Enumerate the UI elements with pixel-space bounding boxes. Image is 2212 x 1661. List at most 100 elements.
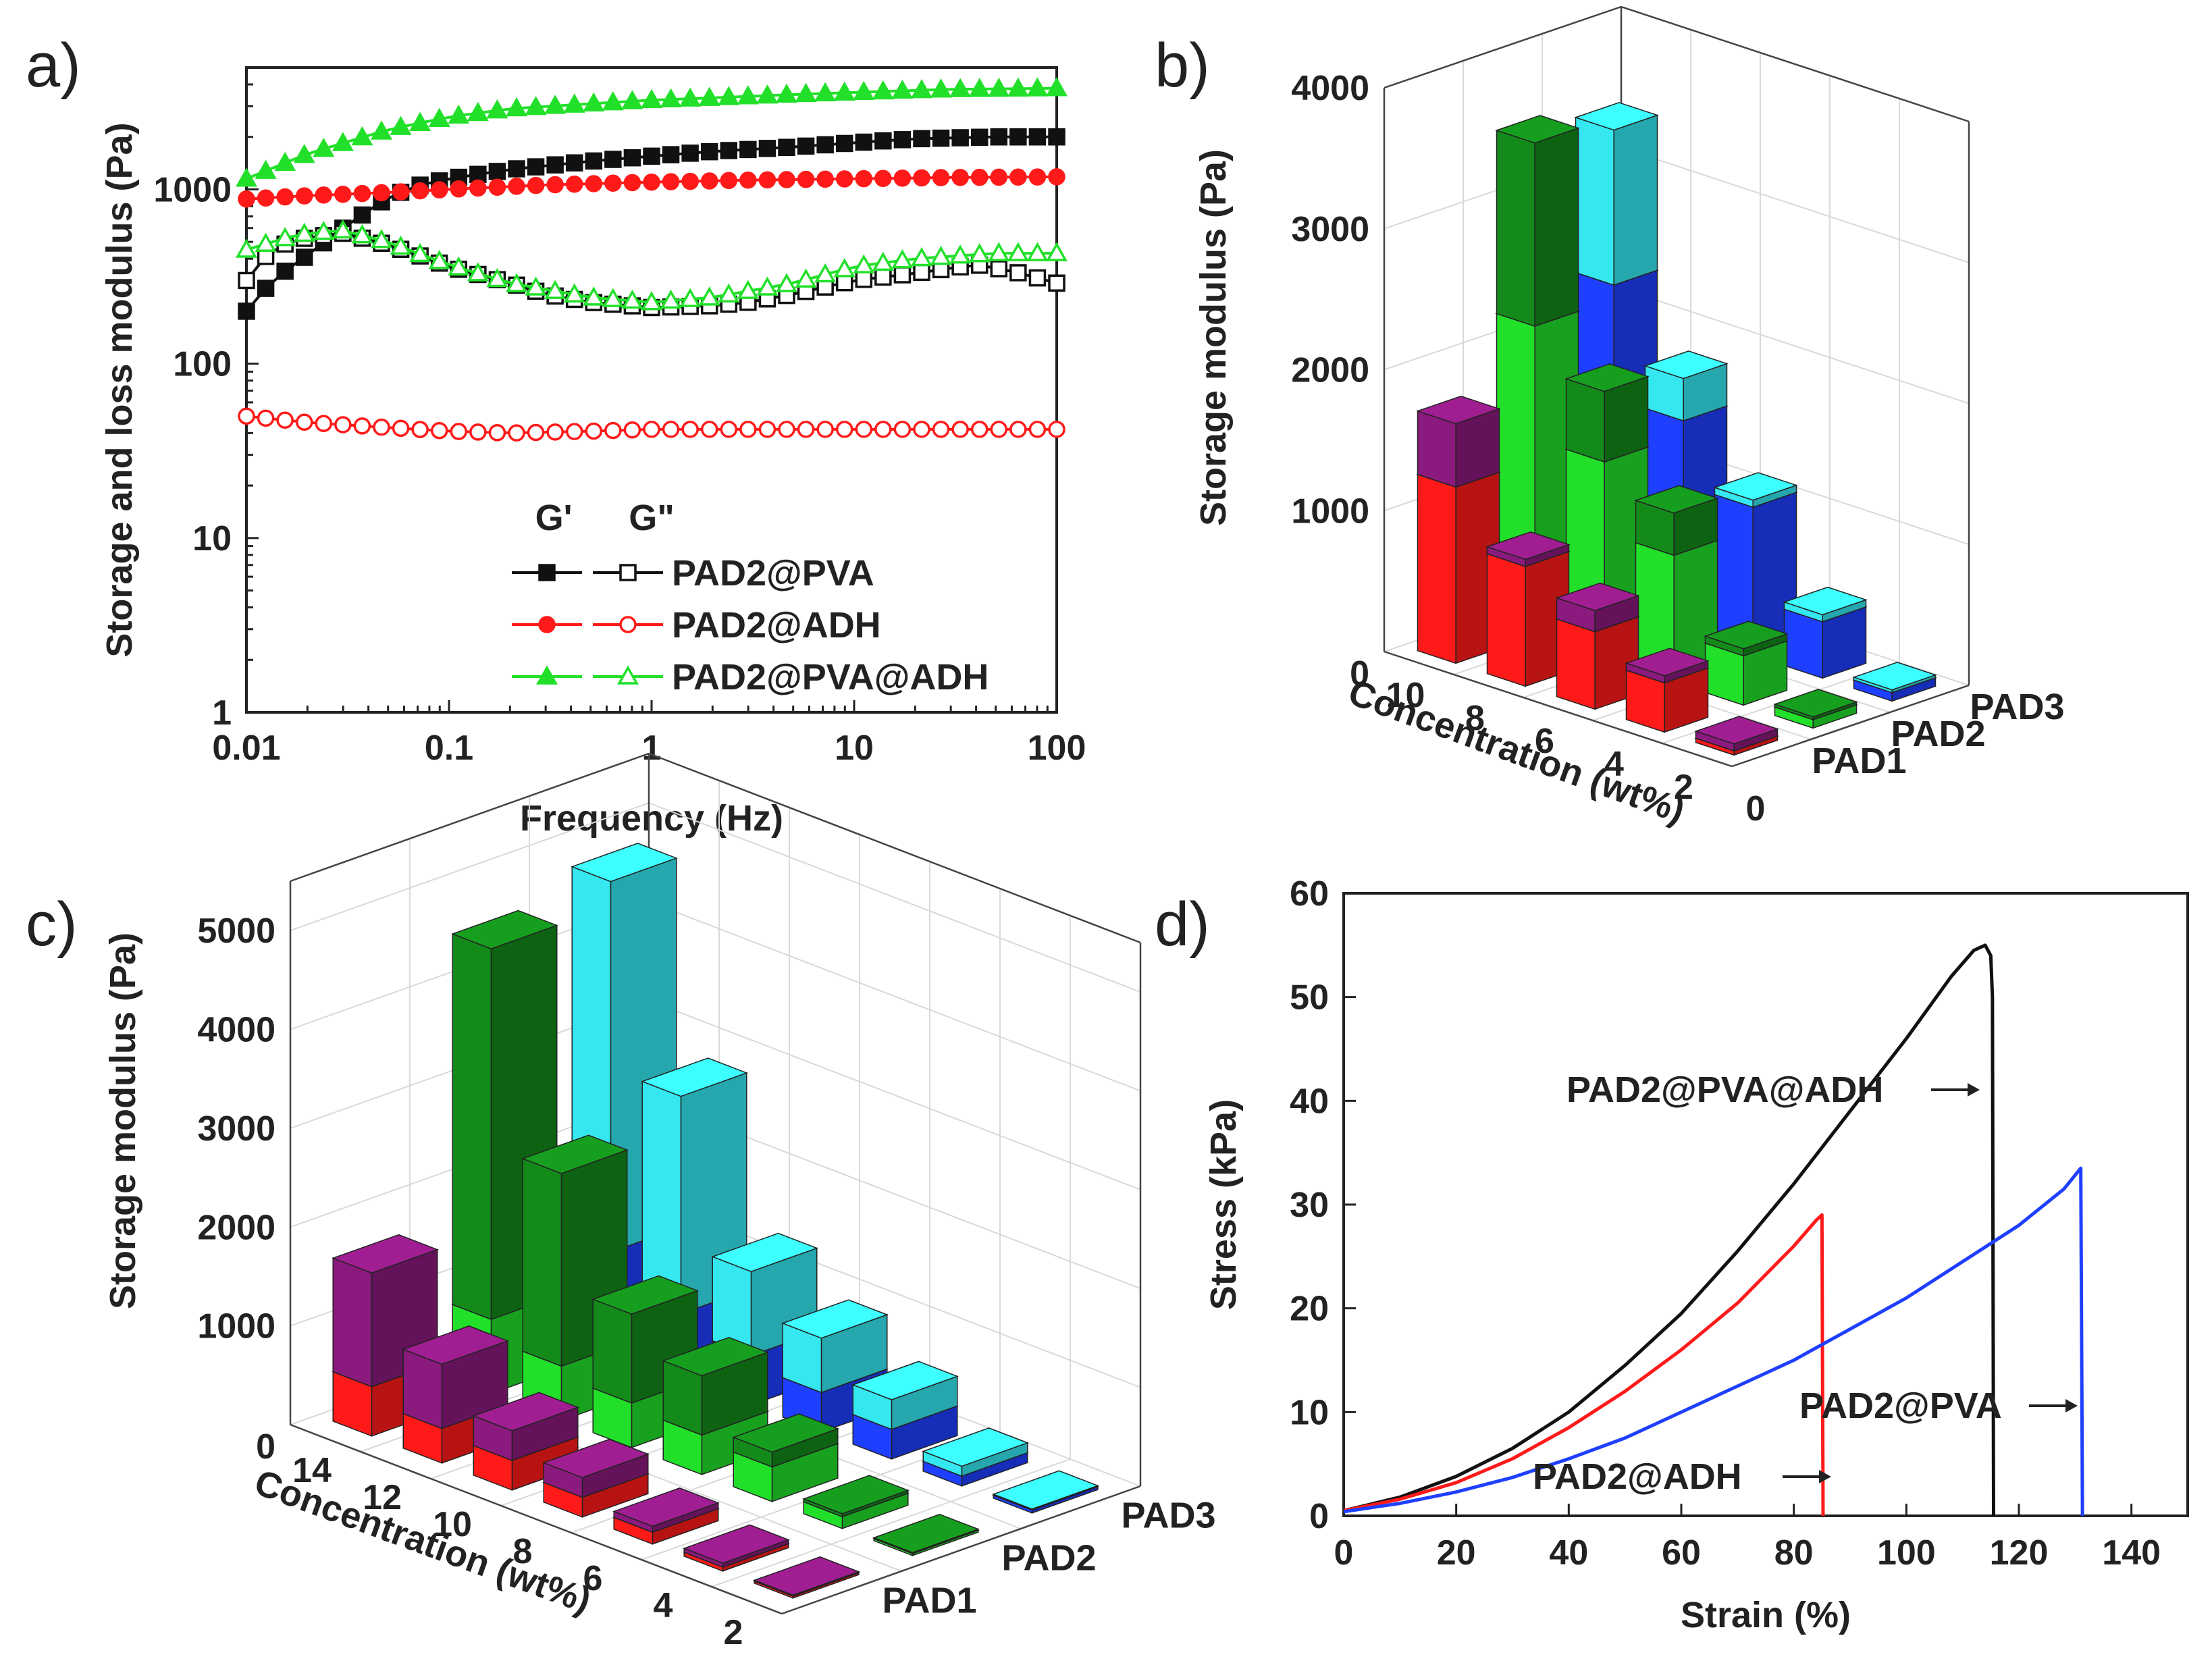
a-series-pad2-adh-gprime [238, 168, 1065, 208]
a-series-pad2-pva-adh-gprime-marker [621, 90, 643, 109]
a-series-pad2-adh-gdoubleprime-marker [546, 423, 564, 441]
d-x-tick-label: 100 [1877, 1533, 1936, 1573]
a-series-pad2-pva-gdoubleprime-marker [1028, 269, 1047, 287]
a-series-pad2-pva-adh-gprime-marker [1007, 77, 1029, 97]
a-series-pad2-pva-gprime-marker [835, 134, 853, 153]
a-series-pad2-adh-gprime-marker [411, 182, 429, 200]
c-bar-segment-high-front [592, 1298, 633, 1404]
a-series-pad2-adh-gdoubleprime-marker [488, 424, 506, 442]
a-series-pad2-adh-gprime-marker [855, 169, 873, 188]
b-bar-segment-high-top [1634, 485, 1719, 514]
b-bar-segment-high-top [1643, 350, 1729, 379]
b-bar-segment-high-top [1783, 586, 1868, 616]
a-series-pad2-pva-adh-gdoubleprime-marker [949, 244, 972, 264]
b-bar-pad2-2 [1773, 689, 1858, 729]
c-bar-segment-high-top [542, 1438, 650, 1479]
d-curve-pad2-pva-adh [1343, 943, 1995, 1517]
a-x-tick-label: 10 [835, 729, 874, 768]
a-series-pad2-pva-adh-gprime-marker [679, 87, 702, 107]
a-series-pad2-adh-gdoubleprime-marker [238, 407, 255, 425]
a-y-tick-label: 10 [192, 519, 232, 558]
a-series-pad2-pva-gprime-marker [353, 206, 371, 224]
a-x-axis-title: Frequency (Hz) [520, 798, 783, 839]
a-series-pad2-adh-gprime-marker [392, 183, 410, 201]
a-series-pad2-adh-gdoubleprime-marker [1009, 421, 1027, 438]
a-series-pad2-adh-gdoubleprime-marker [797, 421, 815, 438]
a-series-pad2-pva-adh-gprime-marker [718, 86, 740, 105]
a-series-pad2-pva-adh-gdoubleprime-marker [891, 249, 914, 269]
a-series-pad2-adh-gdoubleprime-marker [874, 421, 892, 438]
a-series-pad2-pva-gdoubleprime-marker [1048, 274, 1065, 292]
a-series-pad2-pva-gprime-marker [527, 158, 545, 176]
c-bar-segment-high-top [472, 1392, 579, 1431]
a-series-pad2-pva-adh-gdoubleprime-marker [525, 276, 547, 296]
b-row-label: PAD2 [1891, 714, 1986, 754]
a-series-pad2-pva-adh-gdoubleprime-marker [313, 221, 335, 240]
a-series-pad2-pva-gprime-marker [488, 163, 506, 180]
a-series-pad2-adh-gprime-marker [334, 185, 352, 203]
a-series-pad2-pva-adh-gprime-marker [371, 120, 392, 140]
a-series-pad2-pva-adh-gdoubleprime-marker [544, 280, 567, 299]
c-bar-pad1-10 [472, 1392, 579, 1491]
a-series-pad2-pva-adh-gdoubleprime-marker [988, 242, 1010, 261]
a-series-pad2-adh-gdoubleprime-marker [469, 423, 487, 441]
d-label-arrowhead [1819, 1470, 1831, 1483]
a-series-pad2-pva-adh-gdoubleprime-marker [1007, 242, 1029, 261]
c-bar-pad1-8 [542, 1438, 650, 1518]
a-series-pad2-pva-adh-gprime-marker [641, 88, 662, 109]
c-z-tick-label: 3000 [197, 1109, 275, 1149]
d-curve-label: PAD2@ADH [1533, 1456, 1742, 1497]
a-x-tick-label: 0.01 [212, 729, 280, 768]
a-series-pad2-pva-gprime-marker [681, 144, 699, 162]
b-box-frame [1621, 5, 1970, 123]
a-series-pad2-adh-gdoubleprime-marker [353, 417, 371, 435]
a-series-pad2-adh-gprime-marker [778, 171, 795, 188]
a-series-pad2-adh-gdoubleprime-marker [913, 421, 930, 438]
a-series-pad2-adh-gdoubleprime-marker [430, 422, 448, 440]
a-series-pad2-adh-gdoubleprime-marker [276, 411, 294, 429]
a-y-tick-label: 1000 [153, 170, 232, 209]
a-series-pad2-pva-adh-gprime-marker [853, 80, 875, 101]
a-series-pad2-pva-gprime-marker [951, 129, 969, 147]
a-series-pad2-adh-gprime-marker [488, 178, 506, 196]
a-series-pad2-pva-gprime-marker [276, 262, 294, 280]
a-series-pad2-adh-gdoubleprime-marker [990, 421, 1008, 438]
b-z-tick-label: 4000 [1291, 69, 1369, 108]
a-series-pad2-adh-gdoubleprime-marker [1028, 421, 1047, 438]
a-series-pad2-pva-adh-gdoubleprime-marker [814, 263, 837, 283]
panel-d-chart: 0 20 40 60 80 100 120 140 0 10 20 30 40 50 60 Strain (%… [1203, 874, 2189, 1635]
c-bar-pad3-6 [851, 1361, 959, 1460]
panel-label-c: c) [26, 890, 78, 959]
c-box-frame [290, 752, 650, 882]
a-series-pad2-pva-adh-gdoubleprime-marker [390, 235, 412, 255]
a-series-pad2-pva-adh-gprime-marker [1046, 77, 1068, 97]
d-curve-label: PAD2@PVA@ADH [1566, 1070, 1883, 1110]
b-row-label: PAD1 [1812, 741, 1907, 781]
a-series-pad2-adh-gprime-marker [315, 186, 333, 204]
a-series-pad2-pva-adh-gdoubleprime-marker [872, 251, 894, 271]
b-bar-segment-high-top [1555, 582, 1640, 612]
b-z-tick-label: 3000 [1291, 210, 1369, 249]
a-series-pad2-adh-gprime-marker [527, 176, 545, 194]
b-row-label: PAD3 [1970, 687, 2065, 727]
a-series-pad2-adh-gdoubleprime-marker [835, 421, 853, 438]
b-bar-segment-low-front [1486, 553, 1526, 687]
a-series-pad2-adh-gprime-marker [739, 172, 757, 189]
a-series-pad2-adh-gprime-marker [913, 169, 930, 187]
a-y-tick-label: 1 [212, 693, 232, 733]
a-series-pad2-pva-adh-gdoubleprime-marker [293, 222, 315, 242]
c-wall-grid [290, 802, 650, 932]
c-row-label: PAD1 [883, 1581, 977, 1621]
c-z-tick-label: 1000 [197, 1307, 275, 1346]
a-series-pad2-adh-gprime-marker [835, 170, 853, 188]
b-bar-segment-high-front [1565, 377, 1605, 463]
a-series-pad2-pva-adh-gdoubleprime-marker [448, 256, 470, 276]
a-series-pad2-adh-gprime-marker [1009, 168, 1027, 186]
a-x-tick-label: 100 [1028, 729, 1086, 768]
a-series-pad2-pva-adh-gprime-marker [313, 138, 335, 157]
a-x-tick-label: 0.1 [425, 729, 473, 768]
a-series-pad2-adh-gdoubleprime-marker [643, 421, 660, 438]
a-series-pad2-adh-gprime-marker [508, 178, 525, 195]
a-series-pad2-pva-adh-gdoubleprime-marker [332, 219, 354, 239]
a-series-pad2-pva-adh-gdoubleprime-marker [1026, 242, 1049, 261]
